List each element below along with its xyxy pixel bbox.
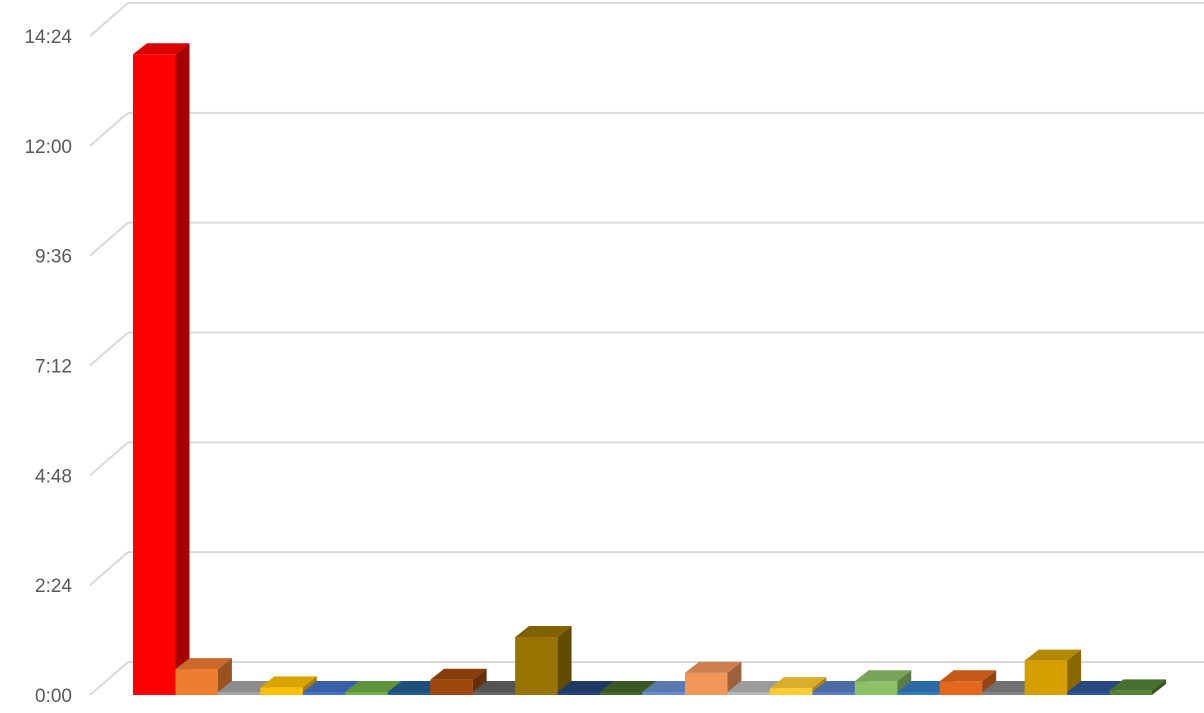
bar-side bbox=[982, 670, 997, 695]
bar bbox=[175, 669, 218, 695]
bar-top bbox=[642, 681, 699, 692]
bar-top bbox=[557, 681, 615, 692]
bar-top bbox=[302, 681, 360, 692]
y-tick-label: 14:24 bbox=[24, 27, 72, 48]
bar-top bbox=[1067, 681, 1124, 692]
bar-top bbox=[1024, 649, 1082, 661]
bar bbox=[812, 692, 855, 695]
bar-side bbox=[1152, 679, 1166, 695]
bar-top bbox=[812, 681, 869, 692]
bar bbox=[897, 692, 940, 695]
bar-top bbox=[430, 668, 487, 680]
bar bbox=[854, 681, 898, 695]
bar-top bbox=[387, 681, 445, 692]
y-tick-label: 0:00 bbox=[35, 686, 72, 707]
bar bbox=[684, 672, 728, 695]
y-tick-label: 7:12 bbox=[35, 357, 72, 378]
bar-top bbox=[260, 676, 317, 688]
bar bbox=[769, 688, 813, 695]
bar-top bbox=[727, 681, 784, 692]
bar-top bbox=[982, 681, 1039, 692]
y-tick-label: 4:48 bbox=[35, 466, 72, 487]
bar bbox=[939, 681, 983, 695]
bar-top bbox=[472, 681, 530, 692]
bar bbox=[1024, 660, 1068, 695]
bar bbox=[260, 687, 303, 695]
bar-top bbox=[600, 681, 657, 692]
bar-side bbox=[175, 43, 190, 696]
bar-top bbox=[939, 670, 997, 682]
bar bbox=[982, 692, 1025, 695]
bar-side bbox=[897, 670, 912, 695]
bar-top bbox=[345, 681, 402, 692]
gridline-diagonal bbox=[89, 221, 129, 257]
bar-top bbox=[515, 626, 572, 638]
bar bbox=[430, 679, 473, 695]
bar bbox=[1109, 690, 1152, 695]
bar-top bbox=[854, 670, 912, 682]
y-tick-label: 9:36 bbox=[35, 247, 72, 268]
bar bbox=[345, 692, 388, 695]
bar-top bbox=[1109, 679, 1166, 691]
gridline-diagonal bbox=[89, 331, 129, 367]
bar-top bbox=[769, 677, 827, 689]
bar-side bbox=[1067, 649, 1082, 695]
bar-top bbox=[175, 658, 232, 670]
y-tick-label: 12:00 bbox=[24, 137, 72, 158]
gridline-diagonal bbox=[89, 661, 129, 696]
bar bbox=[1067, 692, 1110, 695]
gridline-diagonal bbox=[89, 551, 129, 586]
bar bbox=[387, 692, 431, 695]
y-tick-label: 2:24 bbox=[35, 576, 72, 597]
bar bbox=[217, 692, 261, 695]
bar-top bbox=[897, 681, 954, 692]
bar-top bbox=[133, 43, 190, 55]
gridline-diagonal bbox=[89, 441, 129, 477]
bar bbox=[727, 692, 770, 695]
bar bbox=[557, 692, 601, 695]
bar-side bbox=[557, 626, 572, 695]
bar bbox=[302, 692, 346, 695]
gridline-diagonal bbox=[89, 2, 129, 37]
bar bbox=[642, 692, 685, 695]
bar-top bbox=[217, 681, 275, 692]
bar bbox=[600, 692, 643, 695]
bar-side bbox=[472, 668, 487, 695]
bar bbox=[515, 637, 558, 695]
bar bbox=[472, 692, 516, 695]
bar-top bbox=[684, 661, 742, 673]
bar bbox=[133, 54, 176, 696]
gridline-diagonal bbox=[89, 112, 129, 147]
